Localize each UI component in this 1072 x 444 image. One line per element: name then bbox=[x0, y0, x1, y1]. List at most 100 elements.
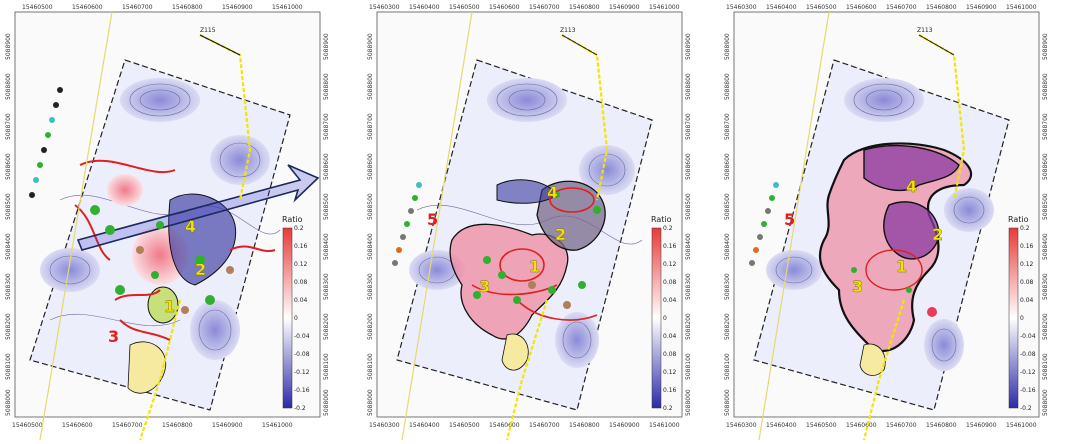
y-tick-right: 5088900 bbox=[323, 33, 330, 60]
y-tick-left: 5088400 bbox=[5, 233, 12, 260]
colorbar-title: Ratio bbox=[651, 215, 672, 224]
x-tick-bottom: 15461000 bbox=[649, 422, 680, 429]
y-tick-right: 5088400 bbox=[323, 233, 330, 260]
low-ratio-zone bbox=[487, 78, 567, 122]
well-trace-left bbox=[39, 11, 113, 441]
well-trajectory-head bbox=[918, 34, 955, 56]
svg-text:5088400: 5088400 bbox=[1042, 233, 1049, 260]
svg-text:5088100: 5088100 bbox=[724, 353, 731, 380]
zone-label-5: 5 bbox=[427, 210, 438, 229]
y-tick-labels-right: 5088900 5088800 5088700 5088600 5088500 … bbox=[685, 33, 692, 416]
colorbar-tick-label: -0.12 bbox=[1020, 369, 1036, 376]
well-markers bbox=[851, 267, 937, 317]
colorbar-tick-label: -0.08 bbox=[1020, 351, 1036, 358]
svg-text:5088600: 5088600 bbox=[1042, 153, 1049, 180]
svg-text:5088200: 5088200 bbox=[724, 313, 731, 340]
svg-text:15460400: 15460400 bbox=[766, 4, 797, 11]
colorbar-tick-label: 0.04 bbox=[294, 297, 308, 304]
yellow-zone bbox=[127, 341, 167, 394]
svg-text:5088500: 5088500 bbox=[367, 193, 374, 220]
zone-label-4: 4 bbox=[185, 217, 196, 236]
colorbar-tick-label: 0.12 bbox=[663, 369, 677, 376]
svg-text:5088600: 5088600 bbox=[685, 153, 692, 180]
svg-text:15460900: 15460900 bbox=[966, 422, 997, 429]
zone-2-region bbox=[168, 193, 237, 286]
low-ratio-zone bbox=[924, 319, 964, 371]
x-tick-bottom: 15460400 bbox=[409, 422, 440, 429]
y-tick-right: 5088200 bbox=[323, 313, 330, 340]
zone-label-3: 3 bbox=[479, 277, 490, 296]
colorbar-tick-label: 0.04 bbox=[663, 297, 677, 304]
svg-text:15460400: 15460400 bbox=[766, 422, 797, 429]
svg-text:5088800: 5088800 bbox=[1042, 73, 1049, 100]
svg-text:5088200: 5088200 bbox=[1042, 313, 1049, 340]
colorbar-tick-label: 0.16 bbox=[663, 243, 677, 250]
well-trajectory-lower bbox=[138, 299, 182, 441]
low-ratio-zone bbox=[40, 248, 100, 292]
x-tick-top: 15460700 bbox=[529, 4, 560, 11]
colorbar-tick-label: 0.16 bbox=[663, 387, 677, 394]
colorbar-tick-label: -0.2 bbox=[294, 405, 306, 412]
svg-text:5088800: 5088800 bbox=[724, 73, 731, 100]
svg-text:5088200: 5088200 bbox=[685, 313, 692, 340]
low-ratio-zone bbox=[766, 250, 822, 290]
x-tick-top: 15461000 bbox=[649, 4, 680, 11]
y-tick-labels-right: 5088900 5088800 5088700 5088600 5088500 … bbox=[323, 33, 330, 416]
svg-text:5088700: 5088700 bbox=[367, 113, 374, 140]
x-tick-labels-bottom: 15460300 15460400 15460500 15460600 1546… bbox=[726, 422, 1037, 429]
x-tick-labels-bottom: 15460300 15460400 15460500 15460600 1546… bbox=[369, 422, 680, 429]
svg-text:5088700: 5088700 bbox=[1042, 113, 1049, 140]
colorbar-tick-label: 0.08 bbox=[663, 351, 677, 358]
colorbar-tick-label: 0.16 bbox=[1020, 243, 1034, 250]
colorbar-tick-label: 0.2 bbox=[1020, 225, 1030, 232]
x-tick-labels-top: 15460300 15460400 15460500 15460600 1546… bbox=[726, 4, 1037, 11]
y-tick-left: 5088700 bbox=[5, 113, 12, 140]
y-tick-left: 5088300 bbox=[5, 273, 12, 300]
svg-text:15460300: 15460300 bbox=[726, 422, 757, 429]
colorbar-tick-label: 0.08 bbox=[1020, 279, 1034, 286]
low-ratio-zone bbox=[555, 312, 599, 368]
x-tick-top: 15460800 bbox=[172, 4, 203, 11]
svg-text:5088800: 5088800 bbox=[685, 73, 692, 100]
svg-text:5088300: 5088300 bbox=[724, 273, 731, 300]
x-tick-labels-bottom: 15460500 15460600 15460700 15460800 1546… bbox=[12, 422, 293, 429]
zone-1-region bbox=[147, 286, 179, 324]
colorbar-tick-label: 0.04 bbox=[663, 333, 677, 340]
zone-label-3: 3 bbox=[852, 277, 863, 296]
y-tick-labels-left: 5088900 5088800 5088700 5088600 5088500 … bbox=[5, 33, 12, 416]
x-tick-bottom: 15460700 bbox=[529, 422, 560, 429]
x-tick-top: 15460900 bbox=[222, 4, 253, 11]
svg-text:15461000: 15461000 bbox=[1006, 422, 1037, 429]
svg-text:5088000: 5088000 bbox=[685, 389, 692, 416]
zone-2-region bbox=[536, 180, 606, 251]
colorbar-tick-label: -0.2 bbox=[1020, 405, 1032, 412]
map-canvas-3: 15460300 15460400 15460500 15460600 1546… bbox=[724, 4, 1049, 441]
y-tick-labels-left: 5088900 5088800 5088700 5088600 5088500 … bbox=[367, 33, 374, 416]
svg-text:15460500: 15460500 bbox=[806, 422, 837, 429]
zone-label-3: 3 bbox=[108, 327, 119, 346]
well-trajectory-head bbox=[561, 34, 598, 56]
red-boundaries bbox=[471, 187, 598, 321]
y-tick-right: 5088100 bbox=[323, 353, 330, 380]
y-tick-left: 5088000 bbox=[5, 389, 12, 416]
colorbar-tick-label: 0.08 bbox=[294, 279, 308, 286]
svg-text:15460700: 15460700 bbox=[886, 4, 917, 11]
map-canvas-2: 15460300 15460400 15460500 15460600 1546… bbox=[367, 4, 692, 441]
colorbar-tick-label: 0.2 bbox=[663, 225, 673, 232]
low-ratio-zone bbox=[579, 145, 635, 195]
zone-label-2: 2 bbox=[195, 260, 206, 279]
colorbar-tick-label: 0 bbox=[1020, 315, 1024, 322]
x-tick-bottom: 15461000 bbox=[262, 422, 293, 429]
svg-text:5088100: 5088100 bbox=[367, 353, 374, 380]
svg-text:5088200: 5088200 bbox=[367, 313, 374, 340]
red-boundaries bbox=[865, 249, 923, 291]
well-label: Z115 bbox=[200, 27, 216, 34]
svg-text:15460600: 15460600 bbox=[846, 4, 877, 11]
map-panel-1: 15460500 15460600 15460700 15460800 1546… bbox=[0, 0, 357, 444]
y-tick-left: 5088500 bbox=[5, 193, 12, 220]
y-tick-right: 5088000 bbox=[323, 389, 330, 416]
zone-label-1: 1 bbox=[529, 257, 540, 276]
x-tick-top: 15460700 bbox=[122, 4, 153, 11]
x-tick-bottom: 15460700 bbox=[112, 422, 143, 429]
svg-text:15460900: 15460900 bbox=[966, 4, 997, 11]
